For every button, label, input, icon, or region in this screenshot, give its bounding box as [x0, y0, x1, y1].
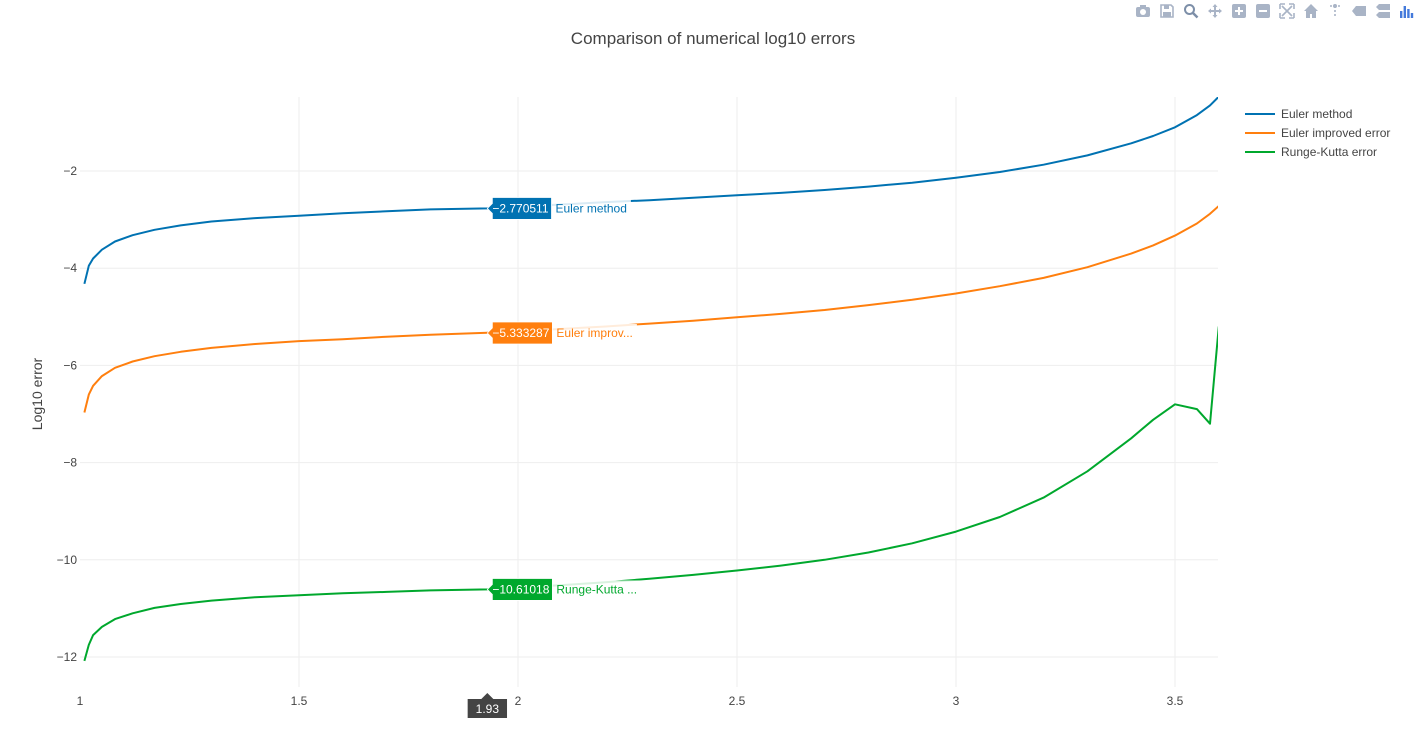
hover-label: −10.61018 Runge-Kutta ...: [486, 578, 642, 601]
zoom-button[interactable]: [1180, 2, 1202, 20]
legend: Euler method Euler improved error Runge-Ku…: [1245, 104, 1390, 161]
hover-value-box: [486, 321, 553, 345]
hover-labels: −2.770511 Euler method −5.333287 Euler impr…: [467, 197, 642, 718]
x-tick-label: 1: [77, 694, 84, 708]
autoscale-icon: [1279, 3, 1295, 19]
hover-x-value: 1.93: [476, 702, 500, 716]
y-tick-label: −2: [63, 164, 77, 178]
y-tick-label: −4: [63, 261, 77, 275]
x-tick-label: 2: [515, 694, 522, 708]
series-layer: [83, 97, 1218, 662]
hover-compare-button[interactable]: [1372, 2, 1394, 20]
plotly-logo-icon: [1400, 6, 1414, 18]
y-tick-labels: −2 −4 −6 −8 −10 −12: [57, 164, 78, 664]
zoom-in-icon: [1232, 4, 1246, 18]
hover-closest-button[interactable]: [1348, 2, 1370, 20]
x-tick-label: 2.5: [729, 694, 746, 708]
zoom-out-icon: [1256, 4, 1270, 18]
hover-x-label: 1.93: [467, 693, 508, 718]
chart-title: Comparison of numerical log10 errors: [570, 29, 856, 48]
x-gridlines: [298, 97, 1176, 687]
hover-compare-icon: [1376, 4, 1390, 18]
legend-swatch: [1245, 150, 1275, 153]
hover-x-box: [467, 693, 508, 718]
hover-value-box: [486, 578, 553, 601]
legend-label: Euler method: [1281, 106, 1353, 121]
hover-name-background: [552, 580, 642, 599]
camera-button[interactable]: [1132, 2, 1154, 20]
legend-item[interactable]: Runge-Kutta error: [1245, 142, 1390, 161]
x-tick-label: 3.5: [1167, 694, 1184, 708]
x-tick-labels: 1 1.5 2 2.5 3 3.5: [77, 694, 1184, 708]
save-button[interactable]: [1156, 2, 1178, 20]
zoom-icon: [1184, 4, 1199, 19]
hover-series-name: Euler improv...: [556, 326, 632, 340]
y-tick-label: −8: [63, 456, 77, 470]
x-tick-label: 1.5: [291, 694, 308, 708]
home-button[interactable]: [1300, 2, 1322, 20]
hover-name-background: [552, 323, 637, 342]
legend-label: Runge-Kutta error: [1281, 144, 1378, 159]
pan-icon: [1208, 4, 1222, 18]
modebar: [1132, 2, 1418, 20]
y-gridlines: [80, 170, 1218, 658]
plotly-logo-button[interactable]: [1396, 2, 1418, 20]
legend-item[interactable]: Euler method: [1245, 104, 1390, 123]
hover-closest-icon: [1352, 6, 1366, 16]
series-3[interactable]: [83, 326, 1218, 662]
pan-button[interactable]: [1204, 2, 1226, 20]
y-tick-label: −12: [57, 650, 78, 664]
zoom-out-button[interactable]: [1252, 2, 1274, 20]
spike-lines-icon: [1330, 4, 1340, 18]
hover-label: −5.333287 Euler improv...: [486, 321, 637, 345]
y-axis-label: Log10 error: [29, 357, 45, 430]
legend-swatch: [1245, 112, 1275, 115]
hover-value: −10.61018: [492, 582, 549, 596]
series-line[interactable]: [83, 205, 1218, 413]
hover-series-name: Runge-Kutta ...: [556, 582, 637, 596]
autoscale-button[interactable]: [1276, 2, 1298, 20]
save-icon: [1160, 4, 1174, 18]
hover-value: −2.770511: [492, 201, 548, 215]
hover-value: −5.333287: [492, 326, 549, 340]
zoom-in-button[interactable]: [1228, 2, 1250, 20]
hover-series-name: Euler method: [556, 201, 627, 215]
y-tick-label: −10: [57, 553, 78, 567]
series-2[interactable]: [83, 205, 1218, 413]
series-1[interactable]: [83, 97, 1218, 285]
spike-lines-button[interactable]: [1324, 2, 1346, 20]
hover-name-background: [551, 199, 631, 218]
legend-swatch: [1245, 131, 1275, 134]
series-line[interactable]: [83, 97, 1218, 285]
legend-item[interactable]: Euler improved error: [1245, 123, 1390, 142]
y-tick-label: −6: [63, 358, 77, 372]
x-tick-label: 3: [953, 694, 960, 708]
home-icon: [1304, 4, 1318, 18]
legend-label: Euler improved error: [1281, 125, 1391, 140]
camera-icon: [1136, 5, 1150, 17]
hover-label: −2.770511 Euler method: [486, 197, 631, 220]
series-line[interactable]: [83, 326, 1218, 662]
